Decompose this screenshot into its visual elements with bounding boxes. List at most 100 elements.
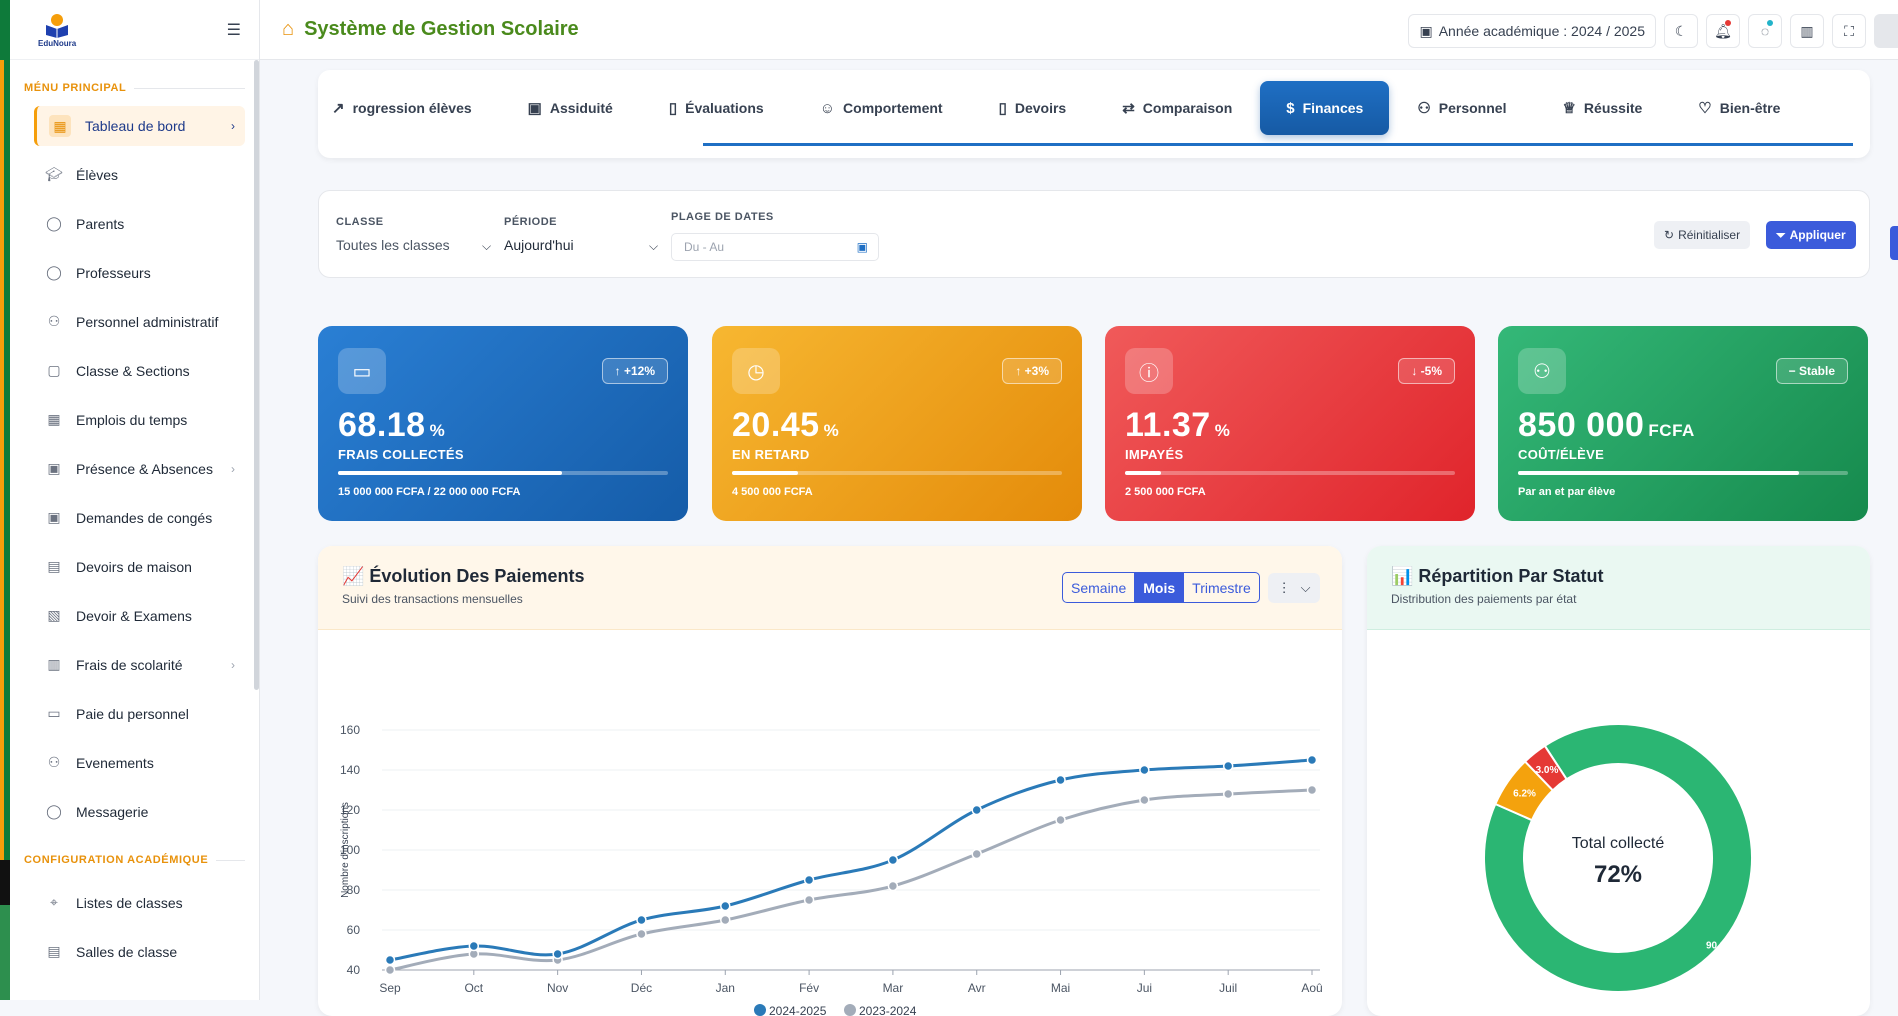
- data-point[interactable]: [720, 914, 731, 926]
- class-filter-select[interactable]: Toutes les classes: [336, 237, 450, 253]
- sidebar-item-label: Salles de classe: [76, 943, 178, 960]
- tab-devoirs[interactable]: ▯ Devoirs: [971, 81, 1095, 135]
- sidebar-item-label: Evenements: [76, 754, 154, 771]
- data-point[interactable]: [803, 874, 815, 886]
- user-avatar[interactable]: [1874, 14, 1898, 48]
- data-point[interactable]: [1222, 760, 1234, 772]
- building-icon: ▤: [47, 943, 61, 959]
- data-point[interactable]: [887, 854, 899, 866]
- sidebar-item-classe-sections[interactable]: ▢ Classe & Sections: [34, 346, 245, 395]
- data-point[interactable]: [1055, 814, 1066, 826]
- data-point[interactable]: [1222, 788, 1234, 800]
- data-point[interactable]: [971, 848, 982, 860]
- slice-Payé[interactable]: [1483, 723, 1753, 993]
- sidebar-item-label: Frais de scolarité: [76, 656, 183, 673]
- data-point[interactable]: [552, 948, 563, 960]
- moon-icon: ☾: [1674, 22, 1688, 39]
- tab-bien-être[interactable]: ♡ Bien-être: [1670, 81, 1808, 135]
- tab-assiduité[interactable]: ▣ Assiduité: [500, 81, 641, 135]
- segment-mois[interactable]: Mois: [1135, 573, 1185, 602]
- chart-options-button[interactable]: ⋮ ⌵: [1268, 573, 1320, 603]
- message-dot: [1767, 20, 1773, 26]
- data-point[interactable]: [384, 954, 396, 966]
- data-point[interactable]: [468, 940, 480, 952]
- date-range-input[interactable]: Du - Au ▣: [671, 233, 879, 261]
- sidebar-item-label: Classe & Sections: [76, 362, 190, 379]
- data-point[interactable]: [971, 804, 982, 816]
- kpi-card: ◷ ↑ +3% 20.45% EN RETARD 4 500 000 FCFA: [712, 326, 1082, 521]
- period-filter-select[interactable]: Aujourd'hui: [504, 237, 574, 253]
- sidebar-item-professeurs[interactable]: ◯ Professeurs: [34, 248, 245, 297]
- tab-comparaison[interactable]: ⇄ Comparaison: [1094, 81, 1260, 135]
- segment-semaine[interactable]: Semaine: [1063, 573, 1136, 602]
- data-point[interactable]: [1306, 754, 1318, 766]
- data-point[interactable]: [636, 914, 647, 926]
- notifications-button[interactable]: 🔔︎: [1706, 14, 1740, 48]
- x-tick-label: Avr: [968, 981, 986, 995]
- chevron-right-icon: ›: [231, 461, 235, 476]
- slice-Impayé[interactable]: [1523, 744, 1569, 792]
- sidebar-item-devoirs-de-maison[interactable]: ▤ Devoirs de maison: [34, 542, 245, 591]
- sidebar-item-présence-absences[interactable]: ▣ Présence & Absences ›: [34, 444, 245, 493]
- tab-scroll-indicator[interactable]: [703, 143, 1853, 146]
- app-logo[interactable]: EduNoura: [38, 11, 76, 48]
- sidebar-item-paie-du-personnel[interactable]: ▭ Paie du personnel: [34, 689, 245, 738]
- sidebar-item-salles-de-classe[interactable]: ▤ Salles de classe: [34, 927, 245, 976]
- payments-line-chart: 40 60 80 100 120 140 160 Nombre d'inscriptions S…: [340, 723, 1323, 1016]
- sidebar-item-parents[interactable]: ◯ Parents: [34, 199, 245, 248]
- menu-toggle-icon[interactable]: ☰: [226, 21, 241, 39]
- tab-rogression-élèves[interactable]: ↗ rogression élèves: [332, 81, 500, 135]
- tab-finances[interactable]: $ Finances: [1260, 81, 1390, 135]
- data-point[interactable]: [1055, 774, 1066, 786]
- data-point[interactable]: [887, 880, 899, 892]
- trend-badge: ↑ +3%: [1002, 358, 1062, 384]
- sidebar-scrollbar[interactable]: [254, 60, 259, 690]
- data-point[interactable]: [636, 928, 647, 940]
- sidebar-item-frais-de-scolarité[interactable]: ▥ Frais de scolarité ›: [34, 640, 245, 689]
- tab-comportement[interactable]: ☺ Comportement: [792, 81, 971, 135]
- sidebar-menu: ▦ Tableau de bord › 🎓︎ Élèves ◯ Parents ◯ Profes…: [10, 106, 259, 836]
- data-point[interactable]: [1139, 794, 1150, 806]
- kpi-label: EN RETARD: [732, 447, 810, 462]
- calendar-icon[interactable]: ▣: [856, 240, 868, 254]
- graduation-cap-icon: 🎓︎: [45, 166, 63, 182]
- sidebar-item-devoir-examens[interactable]: ▧ Devoir & Examens: [34, 591, 245, 640]
- sidebar-item-listes-de-classes[interactable]: ⌖ Listes de classes: [34, 878, 245, 927]
- tab-réussite[interactable]: ♕ Réussite: [1534, 81, 1670, 135]
- dollar-icon: $: [1286, 99, 1295, 117]
- book-icon: ▤: [47, 558, 61, 574]
- fullscreen-button[interactable]: ⛶: [1832, 14, 1866, 48]
- tab-label: Finances: [1302, 100, 1364, 116]
- academic-year-selector[interactable]: ▣ Année académique : 2024 / 2025: [1408, 14, 1656, 48]
- stats-button[interactable]: ▥: [1790, 14, 1824, 48]
- sidebar-item-label: Paie du personnel: [76, 705, 189, 722]
- chevron-down-icon[interactable]: ⌵: [649, 239, 659, 253]
- sidebar-item-élèves[interactable]: 🎓︎ Élèves: [34, 150, 245, 199]
- table-icon: ▦: [47, 411, 61, 427]
- data-point[interactable]: [1306, 784, 1318, 796]
- sidebar-item-emplois-du-temps[interactable]: ▦ Emplois du temps: [34, 395, 245, 444]
- data-point[interactable]: [720, 900, 731, 912]
- reset-button[interactable]: ↻ Réinitialiser: [1654, 221, 1751, 249]
- data-point[interactable]: [803, 894, 815, 906]
- apply-button[interactable]: ⏷ Appliquer: [1766, 221, 1856, 249]
- data-point[interactable]: [1139, 764, 1150, 776]
- chevron-down-icon[interactable]: ⌵: [482, 239, 492, 253]
- kpi-number: 850 000: [1518, 406, 1645, 444]
- segment-trimestre[interactable]: Trimestre: [1192, 579, 1251, 596]
- side-panel-toggle[interactable]: [1890, 226, 1898, 260]
- sidebar-item-demandes-de-congés[interactable]: ▣ Demandes de congés: [34, 493, 245, 542]
- tab-personnel[interactable]: ⚇ Personnel: [1389, 81, 1534, 135]
- home-icon[interactable]: ⌂: [282, 18, 295, 40]
- messages-button[interactable]: ◌: [1748, 14, 1782, 48]
- tab-évaluations[interactable]: ▯ Évaluations: [641, 81, 792, 135]
- data-point[interactable]: [384, 964, 396, 976]
- dark-mode-button[interactable]: ☾: [1664, 14, 1698, 48]
- sidebar-item-evenements[interactable]: ⚇ Evenements: [34, 738, 245, 787]
- sidebar-item-personnel-administratif[interactable]: ⚇ Personnel administratif: [34, 297, 245, 346]
- logo-text: EduNoura: [38, 39, 77, 48]
- sidebar-item-tableau-de-bord[interactable]: ▦ Tableau de bord ›: [34, 106, 245, 146]
- sidebar-item-messagerie[interactable]: ◯ Messagerie: [34, 787, 245, 836]
- tab-label: Bien-être: [1719, 100, 1781, 116]
- topbar: ⌂ Système de Gestion Scolaire ▣ Année ac…: [260, 0, 1898, 60]
